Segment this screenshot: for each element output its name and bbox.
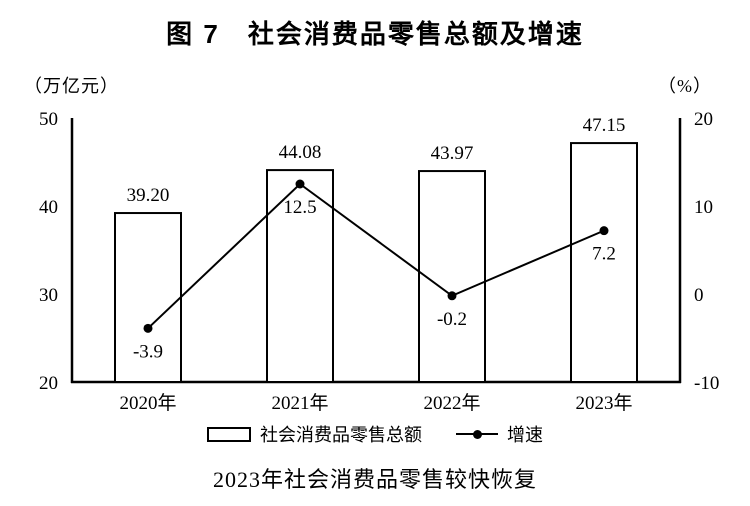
chart-caption: 2023年社会消费品零售较快恢复	[212, 467, 537, 492]
bar-swatch-icon	[207, 426, 251, 442]
chart-legend: 社会消费品零售总额 增速	[0, 421, 750, 447]
chart-canvas: 50 40 30 20 20 10 0 -10 2020年 2021年 2022年 2023年 39.2…	[39, 109, 719, 414]
line-value-label: 7.2	[592, 244, 616, 265]
left-axis-unit-label: （万亿元）	[24, 76, 119, 96]
right-axis-unit-label: （%）	[658, 76, 712, 96]
line-value-label: -3.9	[133, 341, 163, 362]
x-axis-category-label: 2022年	[423, 392, 480, 414]
growth-rate-point	[599, 226, 609, 236]
x-axis-category-label: 2023年	[575, 392, 632, 414]
growth-rate-point	[143, 323, 153, 333]
line-swatch-icon	[456, 429, 498, 439]
retail-total-bar	[418, 170, 486, 383]
bar-value-label: 39.20	[127, 185, 170, 206]
right-axis-tick-label: 20	[694, 109, 713, 130]
right-axis-tick-label: -10	[694, 373, 719, 394]
right-axis-tick-label: 0	[694, 285, 704, 306]
growth-rate-line	[147, 182, 605, 330]
bar-value-label: 44.08	[279, 142, 322, 163]
chart-title: 图 7 社会消费品零售总额及增速	[166, 19, 584, 49]
bar-value-label: 43.97	[431, 143, 474, 164]
left-axis-tick-label: 40	[39, 197, 58, 218]
legend-retail-total-label: 社会消费品零售总额	[260, 425, 422, 445]
left-axis-tick-label: 50	[39, 109, 58, 130]
left-axis-tick-label: 20	[39, 373, 58, 394]
line-value-label: -0.2	[437, 309, 467, 330]
bar-value-label: 47.15	[583, 115, 626, 136]
x-axis-category-label: 2020年	[119, 392, 176, 414]
growth-rate-point	[447, 291, 457, 301]
line-value-label: 12.5	[283, 197, 316, 218]
x-axis-category-label: 2021年	[271, 392, 328, 414]
growth-rate-point	[295, 179, 305, 189]
legend-item-retail-total: 社会消费品零售总额	[207, 421, 422, 447]
legend-item-growth-rate: 增速	[456, 421, 543, 447]
legend-growth-rate-label: 增速	[507, 425, 543, 445]
right-axis-tick-label: 10	[694, 197, 713, 218]
retail-total-bar	[570, 142, 638, 383]
retail-total-bar	[114, 212, 182, 383]
line-dot-swatch-icon	[473, 429, 482, 439]
left-axis-tick-label: 30	[39, 285, 58, 306]
